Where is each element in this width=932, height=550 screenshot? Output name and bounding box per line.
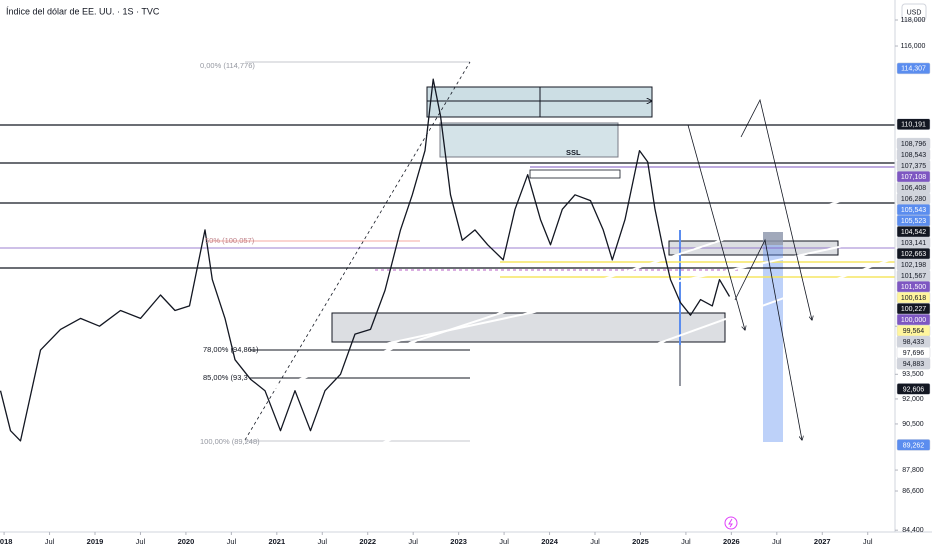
zone-box [439, 122, 619, 158]
price-tag-label: 107,108 [901, 174, 926, 181]
x-tick-label: 2019 [87, 537, 104, 546]
y-tick-label: 86,600 [902, 488, 924, 495]
annotations: 0,00% (114,776) 50% (100,057) 78,00% (94… [6, 6, 581, 446]
price-tag-label: 103,141 [901, 240, 926, 247]
x-tick-label: Jul [681, 537, 691, 546]
x-tick-label: Jul [227, 537, 237, 546]
price-tag-label: 110,191 [901, 122, 926, 129]
price-tag-label: 101,500 [901, 284, 926, 291]
price-tag-label: 108,796 [901, 141, 926, 148]
currency-box[interactable] [901, 3, 927, 21]
currency-label: USD [907, 9, 922, 16]
price-tag-label: 92,606 [903, 386, 925, 393]
x-tick-label: 2026 [723, 537, 740, 546]
event-icon[interactable] [724, 516, 738, 530]
drawings [0, 61, 895, 532]
x-tick-label: Jul [408, 537, 418, 546]
price-tag-label: 100,227 [901, 306, 926, 313]
x-tick-label: 2021 [268, 537, 285, 546]
price-tag-label: 100,000 [901, 317, 926, 324]
fib-trend [244, 61, 471, 441]
price-tag-label: 102,198 [901, 262, 926, 269]
target-zone-top [763, 232, 783, 245]
price-tag-label: 106,408 [901, 185, 926, 192]
price-line [0, 78, 731, 442]
price-tag [896, 383, 931, 395]
chart-title: Índice del dólar de EE. UU. · 1S · TVC [6, 6, 160, 16]
event-icon-bolt [728, 518, 733, 528]
y-tick-label: 87,800 [902, 467, 924, 474]
fib-label: 85,00% (93,3 [203, 373, 248, 382]
x-tick-label: 2020 [178, 537, 195, 546]
price-tag-label: 94,883 [903, 361, 925, 368]
price-tag-label: 99,564 [903, 328, 925, 335]
price-tag-label: 105,543 [901, 207, 926, 214]
price-tag-label: 108,543 [901, 152, 926, 159]
price-tag-label: 106,280 [901, 196, 926, 203]
price-tag-label: 114,307 [901, 66, 926, 73]
time-axis [0, 532, 895, 550]
trendline [379, 234, 895, 346]
zone-box [331, 312, 726, 343]
x-tick-label: Jul [590, 537, 600, 546]
fib-label: 78,00% (94,861) [203, 345, 259, 354]
y-tick-label: 118,000 [901, 17, 926, 24]
ssl-label: SSL [566, 148, 581, 157]
y-tick-label: 93,500 [902, 371, 924, 378]
price-tag-label: 102,663 [901, 251, 926, 258]
price-tag-label: 107,375 [901, 163, 926, 170]
x-tick-label: 2027 [814, 537, 831, 546]
price-tag-label: 98,433 [903, 339, 925, 346]
y-tick-label: 90,500 [902, 421, 924, 428]
price-tag-label: 104,542 [901, 229, 926, 236]
price-tag-label: 100,618 [901, 295, 926, 302]
price-tag-label: 101,567 [901, 273, 926, 280]
trendline [131, 257, 895, 532]
price-tag [896, 118, 931, 130]
fib-label: 100,00% (89,248) [200, 437, 260, 446]
x-tick-label: 2025 [632, 537, 649, 546]
x-tick-label: Jul [772, 537, 782, 546]
x-tick-label: Jul [499, 537, 509, 546]
zone-box [529, 169, 621, 179]
price-tag-label: 105,523 [901, 218, 926, 225]
x-tick-label: 2024 [541, 537, 559, 546]
projection-arrow [740, 98, 812, 320]
x-tick-label: 2018 [0, 537, 12, 546]
projection-arrow [734, 238, 802, 440]
x-tick-label: Jul [317, 537, 327, 546]
fib-label: 0,00% (114,776) [200, 61, 255, 70]
series-layer [0, 78, 731, 442]
x-tick-label: 2023 [450, 537, 467, 546]
x-tick-label: Jul [863, 537, 873, 546]
fib-label: 50% (100,057) [205, 236, 255, 245]
y-tick-label: 92,000 [902, 396, 924, 403]
price-tag [896, 439, 931, 451]
projection-arrow [687, 124, 745, 330]
y-tick-label: 84,400 [902, 527, 924, 534]
x-tick-label: 2022 [359, 537, 376, 546]
price-tag-label: 89,262 [903, 442, 925, 449]
price-tag [896, 357, 931, 370]
x-tick-label: Jul [136, 537, 146, 546]
x-tick-label: Jul [45, 537, 55, 546]
price-tag-label: 97,696 [903, 350, 925, 357]
y-tick-label: 116,000 [901, 43, 926, 50]
target-zone [763, 232, 783, 442]
price-tag [896, 62, 931, 75]
